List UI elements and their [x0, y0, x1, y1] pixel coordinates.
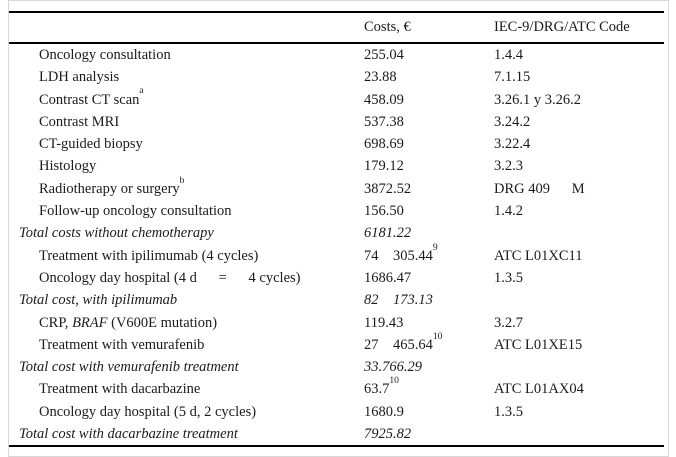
row-code: 3.2.7 — [494, 314, 523, 331]
table-top-rule — [9, 11, 664, 13]
row-cost: 156.50 — [364, 203, 404, 220]
row-cost: 179.12 — [364, 158, 404, 175]
column-header-item — [9, 13, 364, 42]
row-cost: 74 305.449 — [364, 241, 438, 264]
row-label: Total cost, with ipilimumab — [19, 292, 178, 309]
row-cost: 3872.52 — [364, 180, 412, 197]
row-code — [494, 289, 668, 311]
row-code: DRG 409 M — [494, 180, 585, 197]
row-cost: 1680.9 — [364, 403, 404, 420]
row-label: Oncology consultation — [39, 47, 171, 63]
column-header-costs: Costs, € — [364, 18, 411, 35]
table-row: Total costs without chemotherapy 6181.22 — [9, 222, 668, 244]
row-label: Total costs without chemotherapy — [19, 225, 214, 242]
table-row: Treatment with vemurafenib 27 465.6410 ATC… — [9, 330, 668, 356]
table-row: CT-guided biopsy 698.69 3.22.4 — [9, 133, 668, 155]
row-code: 1.4.2 — [494, 203, 523, 220]
row-label: Total cost with dacarbazine treatment — [19, 426, 238, 443]
row-label: Treatment with ipilimumab (4 cycles) — [39, 247, 259, 264]
table-row: Radiotherapy or surgeryb 3872.52 DRG 409 M — [9, 174, 668, 200]
table-row: Contrast CT scana 458.09 3.26.1 y 3.26.2 — [9, 85, 668, 111]
row-cost: 33.766.29 — [364, 359, 422, 376]
table-row: Oncology day hospital (5 d, 2 cycles) 168… — [9, 401, 668, 423]
table-row: Total cost, with ipilimumab 82 173.13 — [9, 289, 668, 311]
row-code: 3.24.2 — [494, 113, 531, 130]
row-cost: 27 465.6410 — [364, 330, 443, 353]
table-row: Total cost with dacarbazine treatment 792… — [9, 423, 668, 445]
row-code — [494, 222, 668, 244]
row-label: Histology — [39, 158, 97, 175]
row-code: ATC L01AX04 — [494, 381, 584, 398]
row-label: Oncology day hospital (4 d = 4 cycles) — [39, 269, 301, 286]
row-code: 3.2.3 — [494, 158, 523, 175]
row-cost: 6181.22 — [364, 225, 412, 242]
row-label: LDH analysis — [39, 69, 120, 86]
row-code: 1.3.5 — [494, 403, 523, 420]
table-header-row: Costs, € IEC-9/DRG/ATC Code — [9, 13, 668, 42]
table-row: Treatment with ipilimumab (4 cycles) 74 3… — [9, 241, 668, 267]
table-row: Contrast MRI 537.38 3.24.2 — [9, 111, 668, 133]
row-code: ATC L01XE15 — [494, 336, 583, 353]
row-code: 7.1.15 — [494, 69, 531, 86]
table-body: Oncology consultation 255.04 1.4.4 LDH anal… — [9, 44, 668, 445]
cost-table: Costs, € IEC-9/DRG/ATC Code Oncology con… — [8, 0, 669, 457]
row-label: Treatment with dacarbazine — [39, 381, 201, 398]
header-separator-rule — [9, 41, 664, 44]
row-cost: 698.69 — [364, 136, 404, 153]
table-bottom-rule — [9, 445, 664, 448]
row-code: 3.22.4 — [494, 136, 531, 153]
row-code: 3.26.1 y 3.26.2 — [494, 91, 581, 108]
row-label: CRP, BRAF (V600E mutation) — [39, 314, 218, 331]
table-row: Treatment with dacarbazine 63.710 ATC L01A… — [9, 375, 668, 400]
row-code — [494, 356, 668, 378]
row-label: Contrast CT scana — [39, 85, 144, 108]
row-code — [494, 423, 668, 445]
row-cost: 537.38 — [364, 113, 404, 130]
row-label: Radiotherapy or surgeryb — [39, 174, 185, 197]
column-header-code: IEC-9/DRG/ATC Code — [494, 18, 630, 35]
row-label: Total cost with vemurafenib treatment — [19, 359, 239, 376]
row-label: CT-guided biopsy — [39, 136, 143, 153]
row-code: ATC L01XC11 — [494, 247, 583, 264]
table-row: Follow-up oncology consultation 156.50 1.4… — [9, 200, 668, 222]
table-row: CRP, BRAF (V600E mutation) 119.43 3.2.7 — [9, 312, 668, 334]
table-row: Total cost with vemurafenib treatment 33.… — [9, 356, 668, 378]
row-cost: 82 173.13 — [364, 292, 433, 309]
row-label: Treatment with vemurafenib — [39, 336, 205, 353]
row-cost: 7925.82 — [364, 426, 412, 443]
row-label: Oncology day hospital (5 d, 2 cycles) — [39, 403, 257, 420]
table-row: Oncology consultation 255.04 1.4.4 — [9, 44, 668, 66]
row-cost: 1686.47 — [364, 269, 412, 286]
row-label: Follow-up oncology consultation — [39, 203, 232, 220]
table-row: Oncology day hospital (4 d = 4 cycles) 16… — [9, 267, 668, 289]
row-label: Contrast MRI — [39, 113, 120, 130]
table-row: Histology 179.12 3.2.3 — [9, 155, 668, 177]
row-cost: 63.710 — [364, 375, 399, 398]
row-cost: 255.04 — [364, 47, 404, 63]
table-row: LDH analysis 23.88 7.1.15 — [9, 66, 668, 88]
row-code: 1.3.5 — [494, 269, 523, 286]
row-cost: 119.43 — [364, 314, 404, 331]
row-cost: 458.09 — [364, 91, 404, 108]
row-code: 1.4.4 — [494, 47, 523, 63]
row-cost: 23.88 — [364, 69, 397, 86]
